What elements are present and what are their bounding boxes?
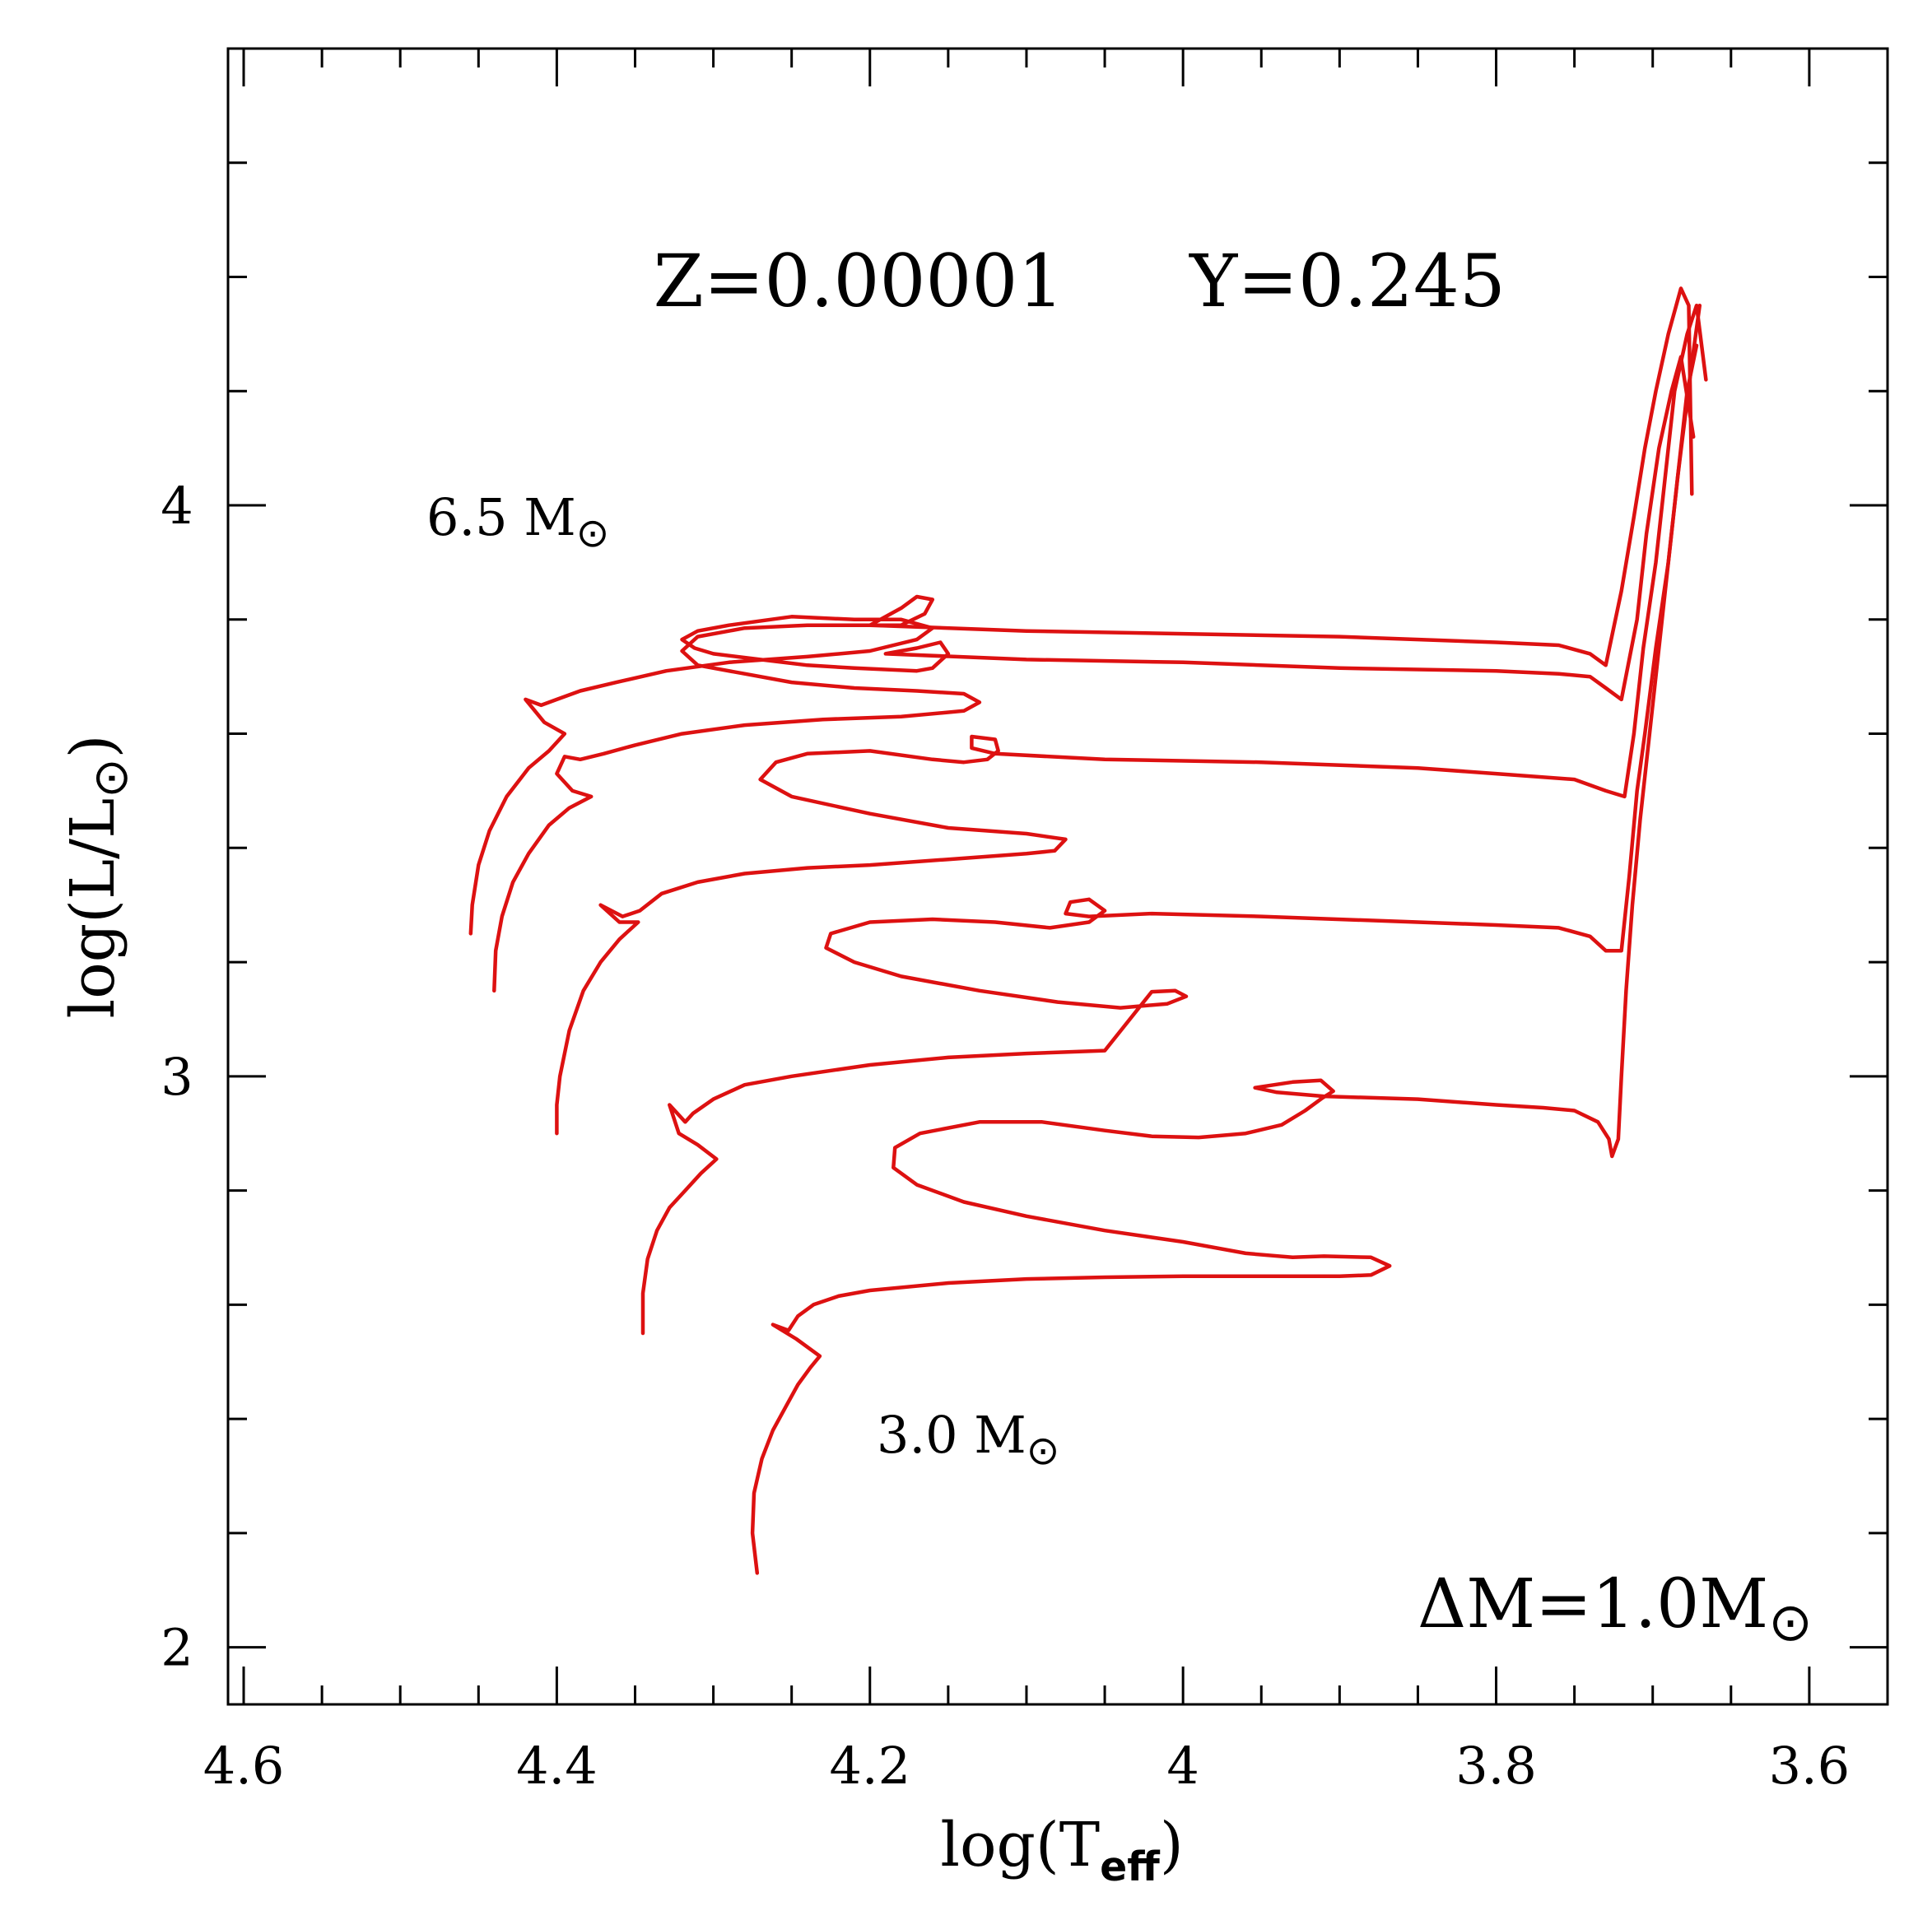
x-axis-title-close: ) bbox=[1160, 1810, 1184, 1880]
params-y-label: Y=0.245 bbox=[1189, 239, 1506, 323]
x-tick-label-4: 4 bbox=[1166, 1736, 1199, 1796]
track-6p0-msun bbox=[492, 286, 1694, 993]
track-5p0-msun bbox=[555, 303, 1708, 1136]
evolutionary-tracks bbox=[468, 286, 1708, 1575]
x-tick-label-3.6: 3.6 bbox=[1769, 1736, 1851, 1796]
delta-m-sun-symbol: ⊙ bbox=[1768, 1592, 1813, 1653]
x-axis-title: log(Teff) bbox=[940, 1810, 1183, 1890]
x-tick-label-3.8: 3.8 bbox=[1455, 1736, 1537, 1796]
y-tick-label-2: 2 bbox=[161, 1618, 193, 1678]
annotation-6p5-msun: 6.5 M⊙ bbox=[426, 487, 609, 556]
y-tick-label-3: 3 bbox=[161, 1047, 193, 1107]
x-tick-label-4.2: 4.2 bbox=[829, 1736, 910, 1796]
delta-m-label: ΔM=1.0M⊙ bbox=[1418, 1565, 1813, 1653]
y-axis-title-subscript: ⊙ bbox=[82, 758, 138, 797]
y-axis-title-close: ) bbox=[58, 735, 128, 759]
y-tick-label-4: 4 bbox=[161, 476, 193, 536]
axis-ticks bbox=[228, 47, 1889, 1704]
annotation-3p0-msun: 3.0 M⊙ bbox=[877, 1405, 1059, 1474]
y-axis-title: log(L/L⊙) bbox=[58, 735, 138, 1019]
annotation-3p0-text: 3.0 M bbox=[877, 1405, 1027, 1465]
y-axis-title-main: log(L/L bbox=[58, 798, 128, 1019]
annotation-3p0-sun-symbol: ⊙ bbox=[1027, 1428, 1060, 1474]
delta-m-text: ΔM=1.0M bbox=[1418, 1565, 1768, 1643]
plot-frame bbox=[226, 47, 1889, 1706]
x-axis-title-main: log(T bbox=[940, 1810, 1100, 1880]
annotation-6p5-text: 6.5 M bbox=[426, 487, 576, 547]
annotation-6p5-sun-symbol: ⊙ bbox=[576, 510, 610, 556]
track-6p5-msun bbox=[468, 355, 1696, 936]
tick-labels: 4.6 4.4 4.2 4 3.8 3.6 2 3 4 bbox=[161, 476, 1850, 1796]
x-tick-label-4.6: 4.6 bbox=[203, 1736, 285, 1796]
track-3p0-msun bbox=[750, 303, 1702, 1575]
x-tick-label-4.4: 4.4 bbox=[516, 1736, 598, 1796]
params-z-label: Z=0.00001 bbox=[654, 239, 1064, 323]
track-4p0-msun bbox=[640, 343, 1699, 1336]
x-axis-title-subscript: eff bbox=[1100, 1843, 1160, 1890]
